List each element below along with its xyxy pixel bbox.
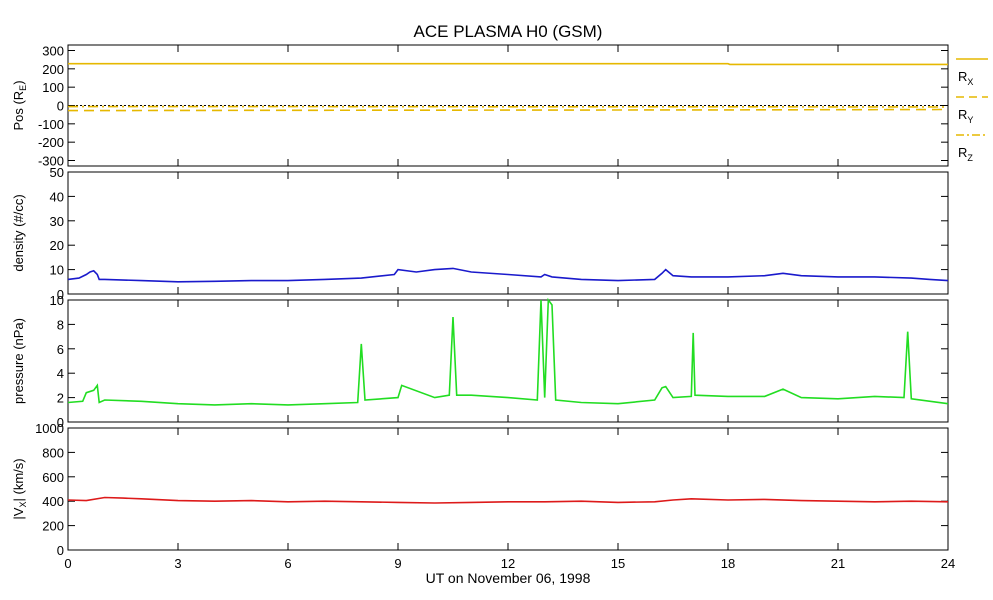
y-tick-label: 30 [50,214,64,229]
series-line-pressure-0 [67,297,949,406]
y-axis-label-end: ) [11,80,26,84]
y-tick-label: 400 [42,494,64,509]
legend-label-x: RX [958,69,973,87]
y-tick-label: -300 [38,154,64,169]
y-tick-label: 10 [50,293,64,308]
panel-pos: -300 -200 -100 0 100 200 300 Pos (RE) [11,44,949,169]
y-tick-label: 0 [57,99,64,114]
y-tick-label: 600 [42,470,64,485]
y-tick-label: 800 [42,445,64,460]
y-axis-label-sub: X [18,502,28,508]
y-tick-label: -100 [38,117,64,132]
y-tick-label: 200 [42,62,64,77]
y-tick-label: 300 [42,44,64,59]
x-tick-label: 15 [611,556,625,571]
y-axis-label: |VX| (km/s) [11,458,28,519]
y-axis-label: Pos (RE) [11,80,28,130]
panel-vx: 0 200 400 600 800 1000 |VX| (km/s) [11,421,949,558]
x-tick-labels: 0 3 6 9 12 15 18 21 24 [64,556,955,571]
x-tick-label: 6 [284,556,291,571]
series-line-pos-1 [67,108,949,112]
y-tick-label: 40 [50,189,64,204]
y-tick-label: 100 [42,80,64,95]
series-line-density-0 [67,267,949,283]
y-tick-label: 0 [57,287,64,302]
y-tick-label: 50 [50,165,64,180]
y-tick-label: 2 [57,391,64,406]
chart-title: ACE PLASMA H0 (GSM) [414,22,603,41]
y-tick-label: 0 [57,415,64,430]
y-tick-label: -200 [38,135,64,150]
y-axis-label-text: Pos (R [11,91,26,131]
y-axis-label-text: density (#/cc) [11,194,26,271]
y-axis-label-text: pressure (nPa) [11,318,26,404]
panel-frame [67,427,949,551]
y-axis-label: density (#/cc) [11,194,26,271]
x-tick-label: 3 [174,556,181,571]
y-axis-label: pressure (nPa) [11,318,26,404]
y-tick-label: 20 [50,238,64,253]
y-tick-label: 0 [57,543,64,558]
y-axis-label-sub: E [18,85,28,91]
y-tick-label: 4 [57,366,64,381]
y-axis-label-end: | (km/s) [11,458,26,501]
x-axis-label: UT on November 06, 1998 [426,570,591,586]
x-tick-label: 18 [721,556,735,571]
y-tick-label: 6 [57,342,64,357]
x-tick-label: 0 [64,556,71,571]
legend-label-z: RZ [958,145,973,163]
series-line-vx-0 [67,496,949,504]
y-tick-label: 10 [50,263,64,278]
x-tick-label: 21 [831,556,845,571]
y-tick-label: 1000 [35,421,64,436]
panel-pressure: 0 2 4 6 8 10 pressure (nPa) [11,293,949,430]
series-line-pos-0 [68,62,948,66]
legend-label-y: RY [958,107,973,125]
x-tick-label: 9 [394,556,401,571]
y-axis-label-text: |V [11,507,26,519]
legend: RX RY RZ [956,58,988,163]
x-tick-label: 12 [501,556,515,571]
x-tick-label: 24 [941,556,955,571]
y-tick-label: 200 [42,519,64,534]
y-tick-label: 8 [57,317,64,332]
panel-density: 0 10 20 30 40 50 density (#/cc) [11,165,949,302]
